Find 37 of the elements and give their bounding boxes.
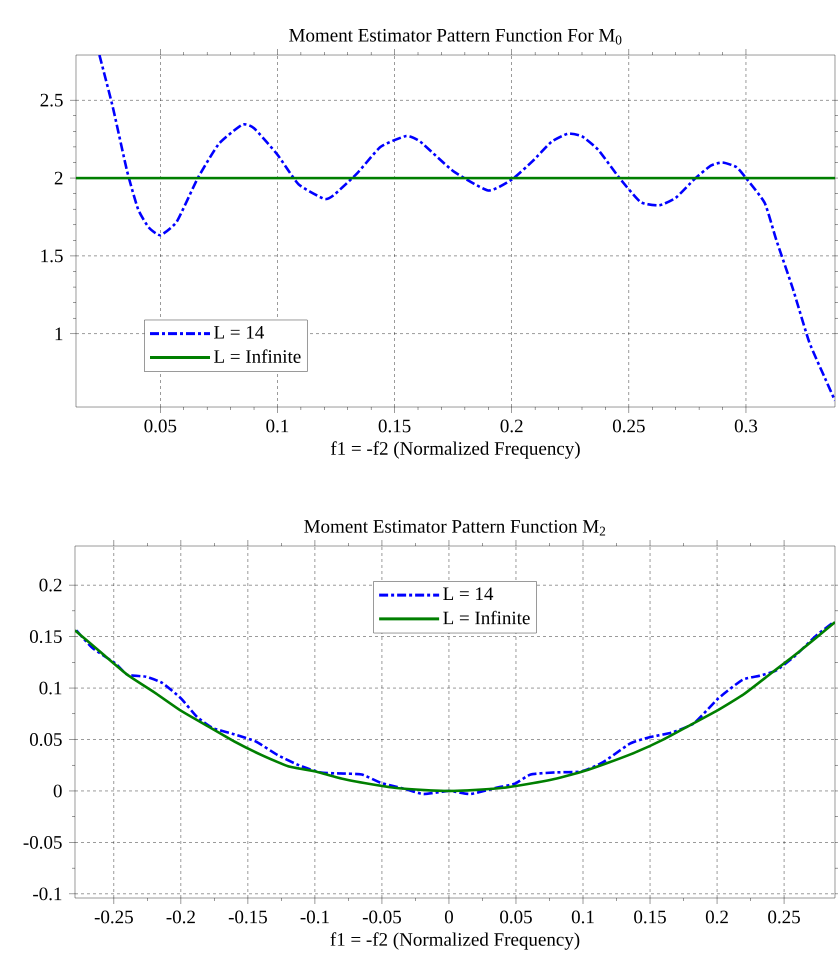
legend-label: L = Infinite [443, 610, 530, 624]
x-tick-label: 0.1 [266, 420, 288, 432]
x-tick-label: 0.3 [734, 420, 758, 432]
y-tick-label: 0.05 [30, 733, 62, 746]
x-tick-label: -0.25 [94, 910, 133, 924]
y-tick-label: 0.15 [30, 630, 62, 644]
y-tick-label: -0.05 [24, 836, 62, 849]
y-tick-label: -0.1 [33, 887, 62, 900]
chart-title: Moment Estimator Pattern Function M$_{2}$ [304, 520, 606, 536]
x-tick-label: 0.05 [144, 420, 176, 432]
chart-title: Moment Estimator Pattern Function For M$_{0}$ [289, 28, 622, 44]
y-tick-label: 2.5 [40, 94, 63, 107]
line-series [98, 55, 835, 402]
legend-label: L = 14 [443, 587, 494, 600]
x-tick-label: -0.15 [228, 910, 267, 924]
x-axis-title: f1 = -f2 (Normalized Frequency) [330, 932, 580, 950]
y-tick-label: 0 [54, 784, 62, 798]
x-tick-label: 0.05 [500, 910, 532, 924]
x-axis-title: f1 = -f2 (Normalized Frequency) [330, 441, 580, 459]
x-tick-label: 0.15 [634, 910, 666, 924]
x-tick-label: -0.05 [362, 910, 401, 924]
x-tick-label: 0 [444, 910, 453, 924]
legend-label: L = Infinite [214, 349, 301, 363]
legend-label: L = 14 [214, 326, 264, 339]
x-tick-label: -0.2 [166, 910, 195, 924]
x-tick-label: 0.2 [706, 910, 728, 924]
y-tick-label: 0.2 [39, 578, 62, 592]
x-tick-label: 0.25 [768, 910, 800, 924]
x-tick-label: 0.1 [572, 910, 594, 924]
y-tick-label: 0.1 [39, 682, 62, 694]
y-tick-label: 1.5 [41, 250, 63, 262]
y-tick-label: 2 [54, 172, 62, 184]
x-tick-label: -0.1 [300, 910, 329, 924]
y-tick-label: 1 [56, 328, 62, 340]
x-tick-label: 0.15 [378, 420, 410, 432]
x-tick-label: 0.2 [500, 420, 523, 432]
x-tick-label: 0.25 [612, 420, 645, 432]
